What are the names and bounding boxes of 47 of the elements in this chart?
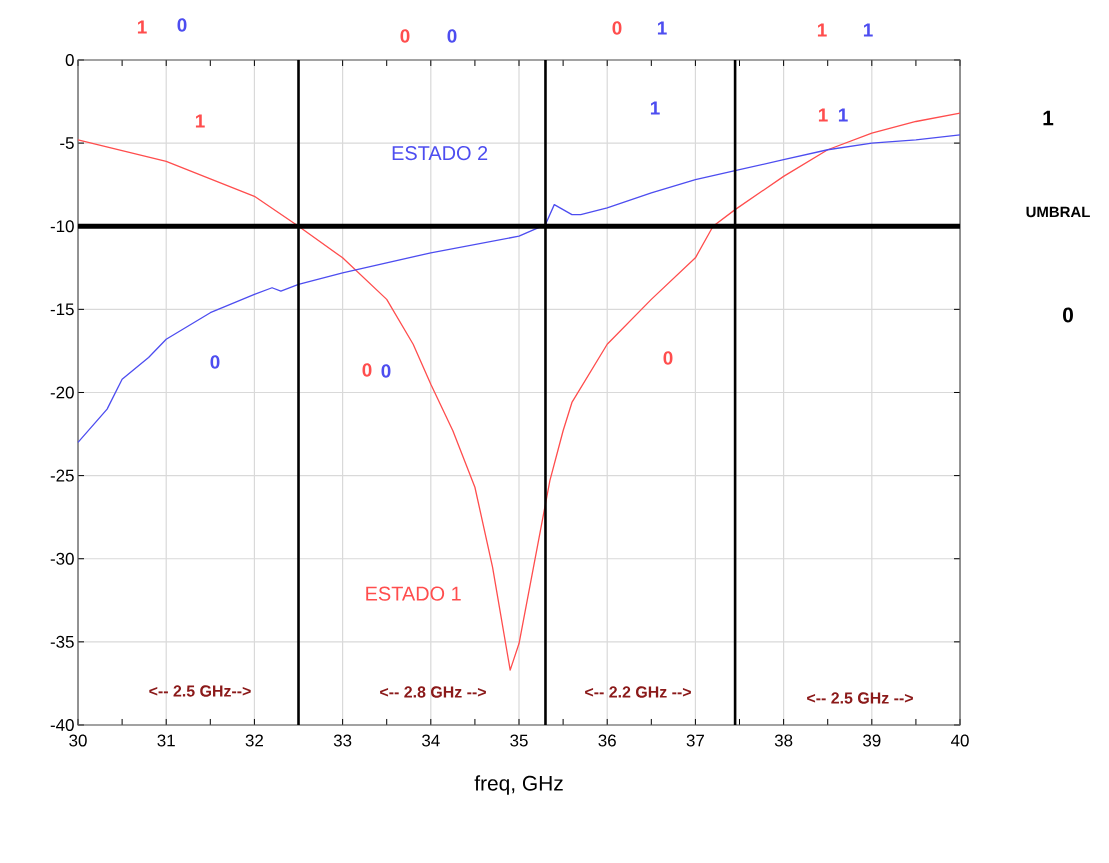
text: 0 [447, 29, 457, 43]
y-tick-label: 0 [65, 53, 74, 66]
annotation: 0 [210, 355, 220, 369]
y-tick-label: -15 [50, 303, 74, 316]
y-tick-label: -40 [50, 718, 74, 731]
y-tick-label: -20 [50, 386, 74, 399]
text: 0 [612, 21, 622, 35]
x-tick-label: 33 [333, 734, 352, 747]
text: 0 [400, 29, 410, 43]
x-tick-label: 36 [598, 734, 616, 747]
x-tick-label: 38 [774, 734, 793, 747]
annotation: 1 [650, 101, 660, 115]
x-tick-label: 37 [686, 734, 704, 747]
x-tick-label: 39 [863, 734, 881, 747]
x-axis-title: freq, GHz [474, 775, 563, 795]
x-tick-label: 31 [157, 734, 175, 747]
text: 1 [657, 21, 667, 35]
y-tick-label: -5 [60, 137, 74, 150]
text: UMBRAL [1026, 206, 1090, 218]
annotation: <-- 2.5 GHz --> [807, 692, 913, 704]
annotation: <-- 2.5 GHz--> [149, 685, 251, 697]
x-tick-label: 35 [510, 734, 528, 747]
y-tick-label: -10 [50, 220, 74, 233]
text: 1 [1043, 110, 1054, 126]
annotation: 0 [381, 364, 391, 378]
annotation: <-- 2.2 GHz --> [585, 686, 691, 698]
text: 0 [177, 18, 187, 32]
annotation: 0 [663, 351, 673, 365]
x-tick-label: 34 [422, 734, 440, 747]
annotation: 1 [818, 108, 828, 122]
x-tick-label: 40 [950, 734, 969, 747]
x-tick-label: 32 [245, 734, 263, 747]
y-tick-label: -30 [50, 552, 74, 565]
series-label: ESTADO 1 [366, 586, 461, 601]
text: 1 [863, 23, 873, 37]
annotation: <-- 2.8 GHz --> [380, 686, 486, 698]
y-tick-label: -35 [50, 635, 74, 648]
text: 1 [817, 23, 827, 37]
annotation: 1 [838, 108, 848, 122]
line-series [77, 134, 961, 444]
text: ESTADO 2 [392, 146, 488, 161]
annotation: 1 [195, 114, 205, 128]
text: 0 [1063, 307, 1073, 323]
annotation: 0 [362, 363, 372, 377]
y-tick-label: -25 [50, 469, 74, 482]
x-tick-label: 30 [69, 734, 87, 747]
text: 1 [137, 20, 147, 34]
